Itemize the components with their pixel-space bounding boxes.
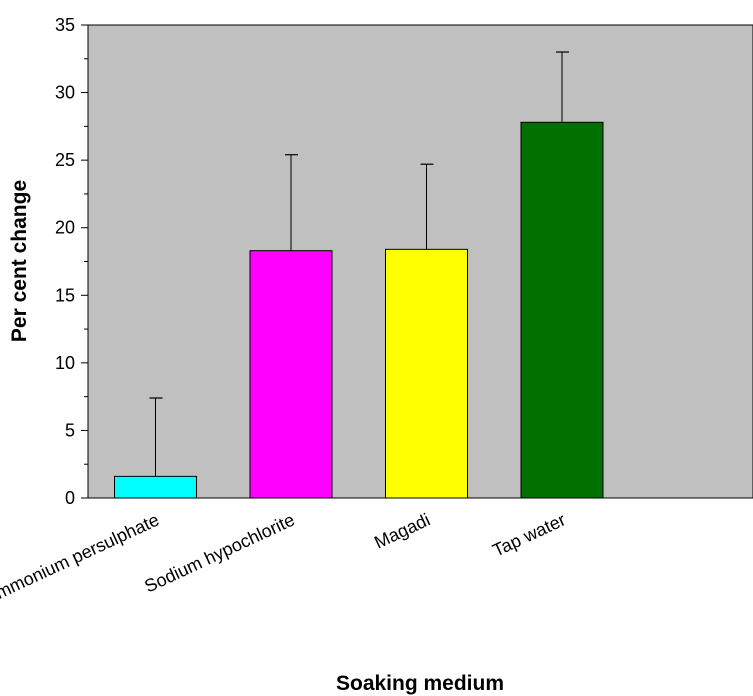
y-tick-label: 5 [65,420,75,440]
bars-layer [114,51,604,499]
bar [114,475,197,499]
y-tick-label: 20 [55,218,75,238]
x-axis-title: Soaking medium [336,672,504,695]
x-tick-label: Magadi [371,509,433,552]
y-tick-label: 30 [55,83,75,103]
bar [249,250,333,499]
x-tick-label: Ammonium persulphate [0,509,162,607]
y-tick-label: 0 [65,488,75,508]
y-axis: 0 5 10 15 20 25 30 35 [55,15,88,508]
y-tick-label: 35 [55,15,75,35]
y-tick-label: 15 [55,285,75,305]
x-tick-label: Sodium hypochlorite [141,509,297,596]
y-axis-title: Per cent change [8,180,31,342]
y-tick-label: 25 [55,150,75,170]
y-tick-label: 10 [55,353,75,373]
bar [385,248,468,499]
bar [520,121,604,499]
x-tick-label: Tap water [490,509,569,560]
